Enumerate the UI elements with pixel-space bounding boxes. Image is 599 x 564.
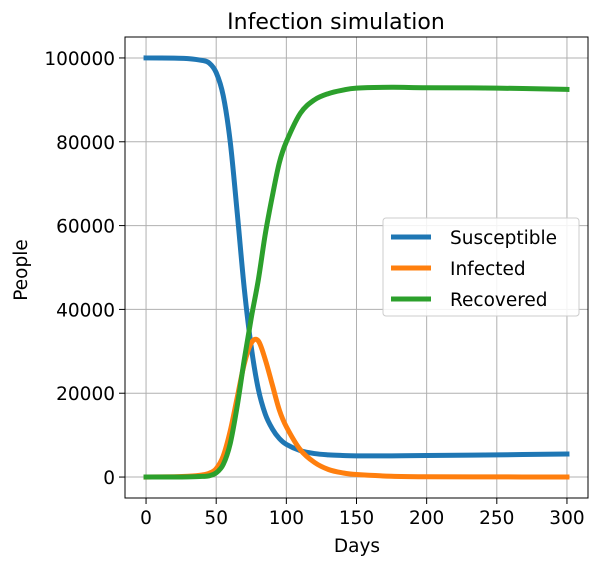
series-line-susceptible <box>143 55 570 459</box>
chart-title: Infection simulation <box>227 10 445 35</box>
series-lines <box>143 55 570 480</box>
legend-label-infected: Infected <box>450 259 526 280</box>
legend-label-recovered: Recovered <box>450 290 548 311</box>
x-tick-label: 100 <box>269 508 304 529</box>
legend: Susceptible Infected Recovered <box>382 217 580 317</box>
y-tick-label: 0 <box>103 468 115 489</box>
y-tick-label: 100000 <box>44 49 115 70</box>
ticks: 0 50 100 150 200 250 300 0 20000 40000 60000 80000 1… <box>44 49 584 529</box>
y-tick-label: 80000 <box>56 133 115 154</box>
y-tick-label: 60000 <box>56 217 115 238</box>
x-tick-label: 250 <box>479 508 514 529</box>
x-tick-label: 200 <box>409 508 444 529</box>
x-tick-label: 150 <box>339 508 374 529</box>
x-tick-label: 300 <box>549 508 584 529</box>
legend-box <box>382 217 580 317</box>
y-tick-label: 40000 <box>56 300 115 321</box>
legend-label-susceptible: Susceptible <box>450 228 557 249</box>
x-axis-label: Days <box>334 536 380 557</box>
series-line-recovered <box>143 84 570 480</box>
y-axis-label: People <box>11 239 32 300</box>
y-tick-label: 20000 <box>56 384 115 405</box>
x-tick-label: 0 <box>140 508 152 529</box>
x-tick-label: 50 <box>204 508 228 529</box>
